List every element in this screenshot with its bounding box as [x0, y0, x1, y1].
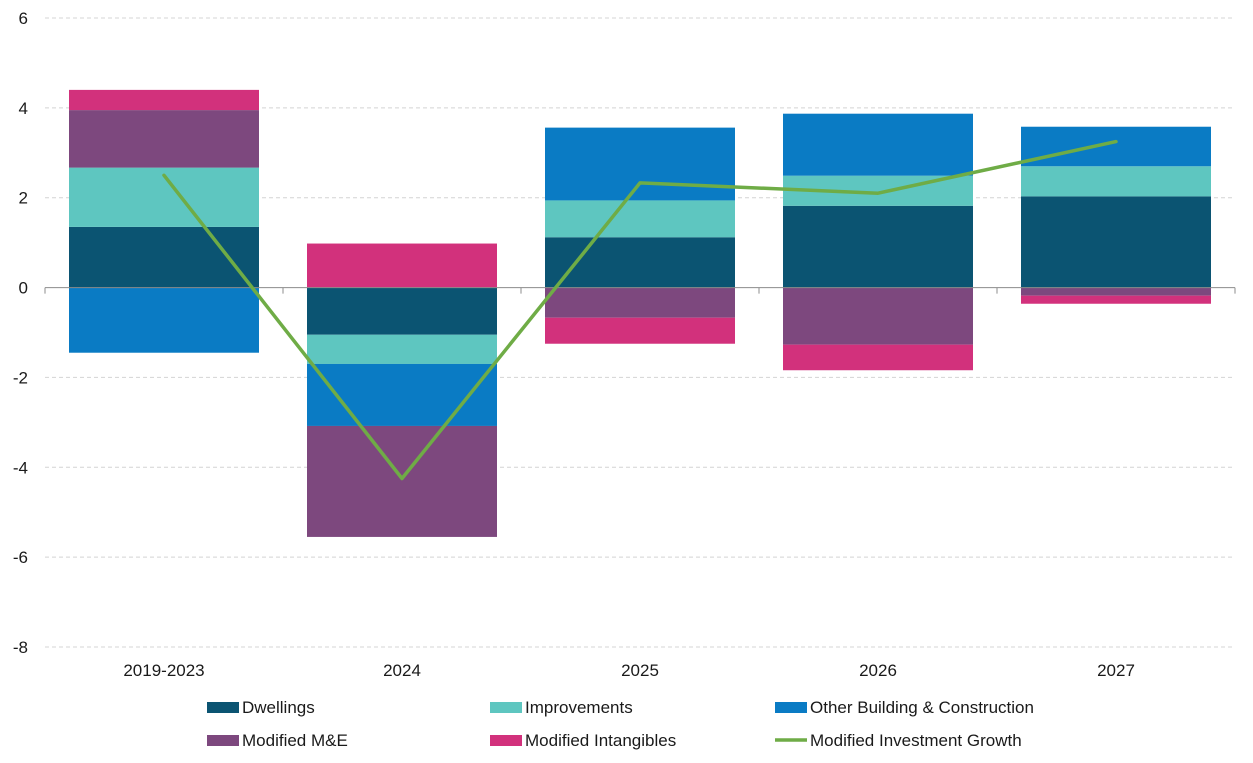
- y-tick-label: -8: [13, 638, 28, 657]
- bar-modified-intangibles-2027: [1021, 295, 1211, 304]
- bar-segments: [69, 89, 1211, 537]
- bar-modified-intangibles-2025: [545, 317, 735, 344]
- line-series-investment-growth: [162, 139, 1118, 481]
- bar-modified-m-e-2027: [1021, 287, 1211, 296]
- x-category-label: 2026: [859, 661, 897, 680]
- legend-label: Improvements: [525, 698, 633, 717]
- legend-item: Modified M&E: [207, 731, 348, 750]
- zero-axis: [44, 287, 1236, 294]
- bar-improvements-2024: [307, 334, 497, 364]
- legend-swatch: [490, 702, 522, 713]
- legend-item: Modified Intangibles: [490, 731, 676, 750]
- bar-dwellings-2026: [783, 205, 973, 288]
- legend-label: Dwellings: [242, 698, 315, 717]
- y-tick-label: 6: [19, 9, 28, 28]
- legend-swatch: [207, 735, 239, 746]
- y-tick-label: -4: [13, 458, 28, 477]
- y-axis: 6 4 2 0 -2 -4 -6 -8: [13, 9, 28, 657]
- bar-other-building-construction-2025: [545, 127, 735, 201]
- bar-improvements-2027: [1021, 166, 1211, 197]
- bar-other-building-construction-2024: [307, 363, 497, 426]
- legend-label: Modified Intangibles: [525, 731, 676, 750]
- legend-item: Improvements: [490, 698, 633, 717]
- bar-other-building-construction-2027: [1021, 126, 1211, 167]
- investment-growth-line: [162, 139, 1118, 481]
- x-axis-labels: 2019-2023 2024 2025 2026 2027: [123, 661, 1135, 680]
- bar-other-building-construction-2026: [783, 113, 973, 176]
- bar-modified-m-e-2026: [783, 287, 973, 345]
- bar-modified-intangibles-2019-2023: [69, 89, 259, 111]
- bar-modified-m-e-2025: [545, 287, 735, 318]
- bar-modified-intangibles-2024: [307, 243, 497, 288]
- bar-dwellings-2025: [545, 237, 735, 288]
- bar-modified-m-e-2024: [307, 425, 497, 537]
- x-category-label: 2024: [383, 661, 421, 680]
- bar-improvements-2025: [545, 200, 735, 238]
- y-tick-label: -6: [13, 548, 28, 567]
- y-tick-label: -2: [13, 368, 28, 387]
- x-category-label: 2027: [1097, 661, 1135, 680]
- x-category-label: 2025: [621, 661, 659, 680]
- bar-dwellings-2024: [307, 287, 497, 335]
- bar-dwellings-2027: [1021, 196, 1211, 288]
- legend-item: Other Building & Construction: [775, 698, 1034, 717]
- legend-swatch: [490, 735, 522, 746]
- y-tick-label: 2: [19, 189, 28, 208]
- bar-modified-intangibles-2026: [783, 344, 973, 371]
- legend-label: Modified M&E: [242, 731, 348, 750]
- legend-label: Modified Investment Growth: [810, 731, 1022, 750]
- bar-modified-m-e-2019-2023: [69, 110, 259, 168]
- y-tick-label: 4: [19, 99, 28, 118]
- legend-label: Other Building & Construction: [810, 698, 1034, 717]
- legend-item: Modified Investment Growth: [775, 731, 1022, 750]
- legend-swatch: [207, 702, 239, 713]
- legend-swatch: [775, 702, 807, 713]
- x-category-label: 2019-2023: [123, 661, 204, 680]
- y-tick-label: 0: [19, 279, 28, 298]
- legend: Dwellings Improvements Other Building & Co…: [207, 698, 1034, 750]
- legend-item: Dwellings: [207, 698, 315, 717]
- bar-other-building-construction-2019-2023: [69, 287, 259, 353]
